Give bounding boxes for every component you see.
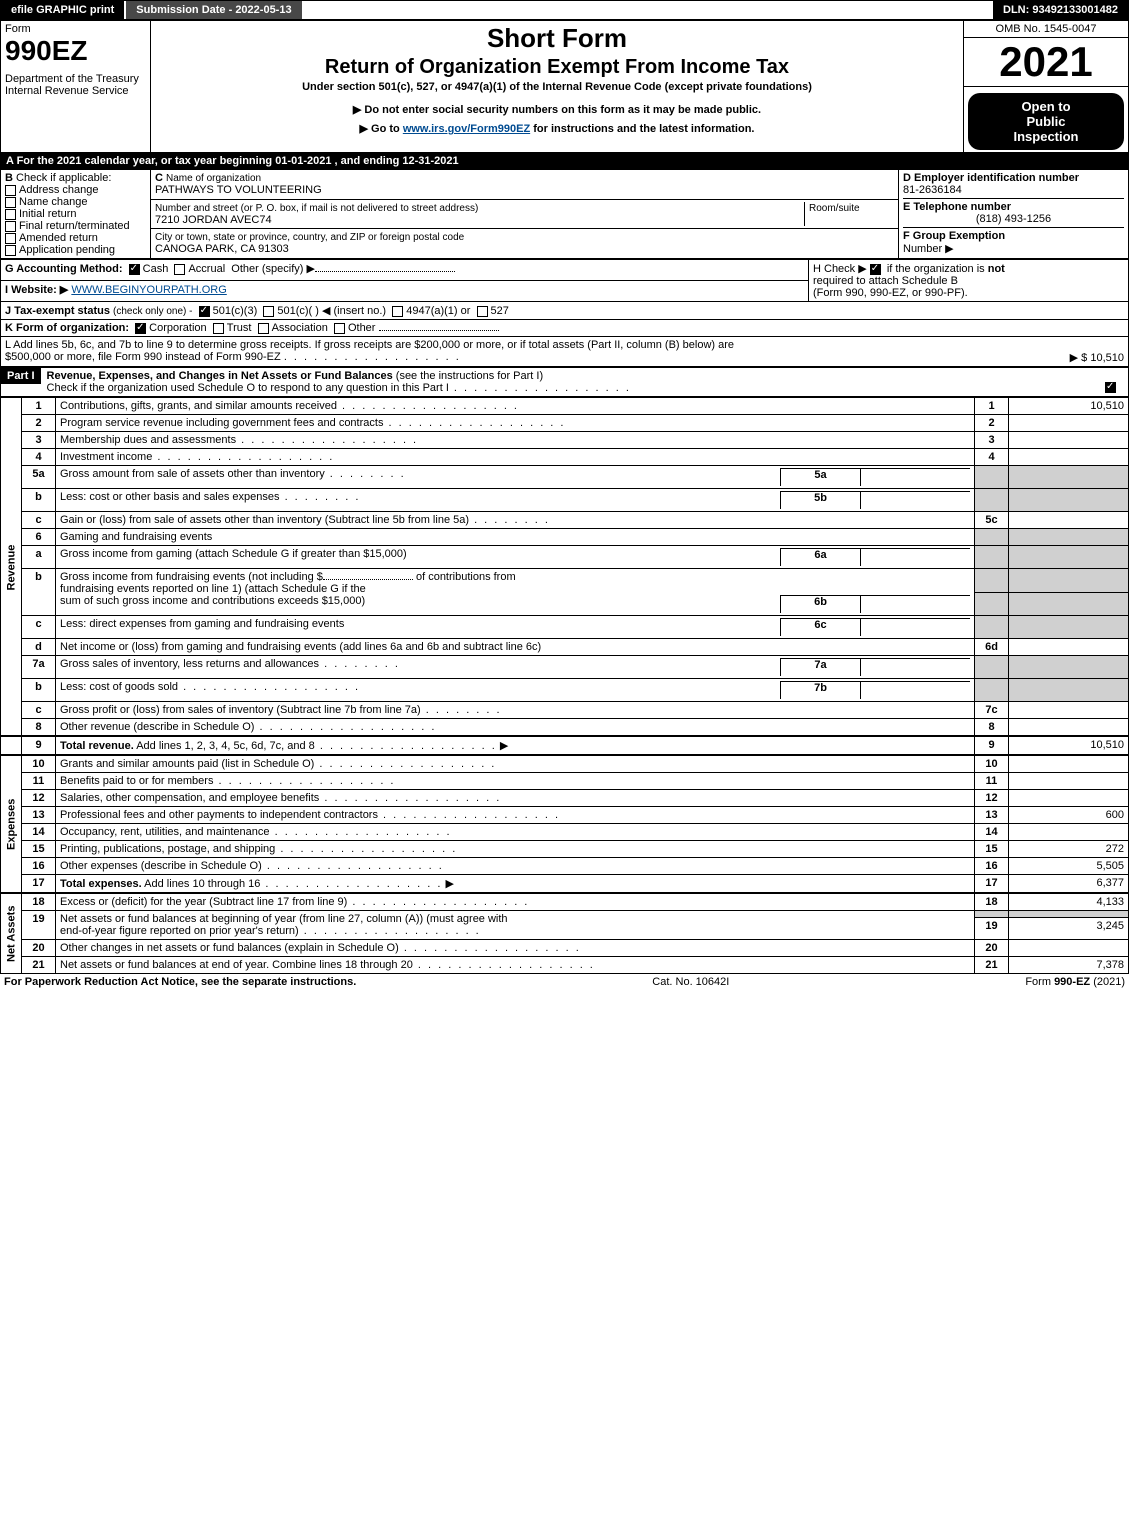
submission-date: Submission Date - 2022-05-13 <box>124 1 301 19</box>
phone-label: E Telephone number <box>903 201 1011 213</box>
revenue-section-label: Revenue <box>1 398 22 737</box>
open-to-public-box: Open to Public Inspection <box>968 93 1124 150</box>
line-k: K Form of organization: Corporation Trus… <box>1 320 1129 337</box>
entity-info-table: B Check if applicable: Address change Na… <box>0 169 1129 259</box>
checkbox-amended-return[interactable] <box>5 233 16 244</box>
section-c-street: Number and street (or P. O. box, if mail… <box>151 199 899 229</box>
return-title: Return of Organization Exempt From Incom… <box>155 56 959 79</box>
footer: For Paperwork Reduction Act Notice, see … <box>0 974 1129 990</box>
checkbox-corporation[interactable] <box>135 323 146 334</box>
efile-label: efile GRAPHIC print <box>1 1 124 19</box>
irs-link[interactable]: www.irs.gov/Form990EZ <box>403 123 530 135</box>
city-state-zip: CANOGA PARK, CA 91303 <box>155 243 289 255</box>
section-d-e-f: D Employer identification number 81-2636… <box>899 170 1129 259</box>
title-column: Short Form Return of Organization Exempt… <box>151 21 964 153</box>
revenue-table: Revenue 1 Contributions, gifts, grants, … <box>0 397 1129 755</box>
line-g: G Accounting Method: Cash Accrual Other … <box>1 260 809 281</box>
section-c-city: City or town, state or province, country… <box>151 229 899 259</box>
line-13-amount: 600 <box>1009 807 1129 824</box>
top-bar: efile GRAPHIC print Submission Date - 20… <box>0 0 1129 20</box>
form-header-table: Form 990EZ Department of the Treasury In… <box>0 20 1129 153</box>
netassets-section-label: Net Assets <box>1 894 22 974</box>
form-number: 990EZ <box>5 35 146 67</box>
goto-line: ▶ Go to www.irs.gov/Form990EZ for instru… <box>155 122 959 135</box>
line-j: J Tax-exempt status (check only one) - 5… <box>1 302 1129 320</box>
checkbox-address-change[interactable] <box>5 185 16 196</box>
checkbox-501c3[interactable] <box>199 306 210 317</box>
checkbox-final-return[interactable] <box>5 221 16 232</box>
dln-label: DLN: 93492133001482 <box>993 1 1128 19</box>
checkbox-schedule-b[interactable] <box>870 264 881 275</box>
line-1-amount: 10,510 <box>1009 398 1129 415</box>
line-i: I Website: ▶ WWW.BEGINYOURPATH.ORG <box>1 281 809 302</box>
street-address: 7210 JORDAN AVEC74 <box>155 214 272 226</box>
line-9-total-revenue: 10,510 <box>1009 736 1129 755</box>
website-link[interactable]: WWW.BEGINYOURPATH.ORG <box>71 284 226 296</box>
line-h: H Check ▶ if the organization is not req… <box>809 260 1129 302</box>
checkbox-initial-return[interactable] <box>5 209 16 220</box>
expenses-table: Expenses 10 Grants and similar amounts p… <box>0 755 1129 893</box>
line-16-amount: 5,505 <box>1009 858 1129 875</box>
ein-label: D Employer identification number <box>903 172 1079 184</box>
short-form-title: Short Form <box>155 23 959 54</box>
line-15-amount: 272 <box>1009 841 1129 858</box>
line-19-amount: 3,245 <box>1009 917 1129 939</box>
line-17-total-expenses: 6,377 <box>1009 875 1129 893</box>
checkbox-schedule-o-part1[interactable] <box>1105 382 1116 393</box>
checkbox-cash[interactable] <box>129 264 140 275</box>
subtitle: Under section 501(c), 527, or 4947(a)(1)… <box>155 81 959 93</box>
checkbox-association[interactable] <box>258 323 269 334</box>
checkbox-name-change[interactable] <box>5 197 16 208</box>
lines-g-through-l: G Accounting Method: Cash Accrual Other … <box>0 259 1129 367</box>
section-c-name: C Name of organization PATHWAYS TO VOLUN… <box>151 170 899 200</box>
tax-year: 2021 <box>964 38 1128 86</box>
group-exemption-label: F Group Exemption <box>903 230 1005 242</box>
form-word: Form <box>5 23 146 35</box>
part-1-header: Part I Revenue, Expenses, and Changes in… <box>0 367 1129 397</box>
warning-ssn: ▶ Do not enter social security numbers o… <box>155 103 959 116</box>
line-21-amount: 7,378 <box>1009 957 1129 974</box>
checkbox-other[interactable] <box>334 323 345 334</box>
checkbox-4947[interactable] <box>392 306 403 317</box>
line-18-amount: 4,133 <box>1009 894 1129 911</box>
checkbox-application-pending[interactable] <box>5 245 16 256</box>
line-l: L Add lines 5b, 6c, and 7b to line 9 to … <box>1 337 1129 367</box>
ein-value: 81-2636184 <box>903 184 962 196</box>
line-a: A For the 2021 calendar year, or tax yea… <box>0 153 1129 169</box>
part-1-title: Revenue, Expenses, and Changes in Net As… <box>47 370 393 382</box>
year-column: OMB No. 1545-0047 2021 <box>964 21 1129 87</box>
phone-value: (818) 493-1256 <box>903 213 1124 225</box>
section-b: B Check if applicable: Address change Na… <box>1 170 151 259</box>
open-inspection-cell: Open to Public Inspection <box>964 87 1129 153</box>
checkbox-accrual[interactable] <box>174 264 185 275</box>
part-1-label: Part I <box>1 368 41 384</box>
gross-receipts-amount: ▶ $ 10,510 <box>1070 351 1124 364</box>
form-ref: Form 990-EZ (2021) <box>1025 976 1125 988</box>
checkbox-trust[interactable] <box>213 323 224 334</box>
irs-label: Internal Revenue Service <box>5 85 146 97</box>
expenses-section-label: Expenses <box>1 756 22 893</box>
net-assets-table: Net Assets 18 Excess or (deficit) for th… <box>0 893 1129 974</box>
paperwork-notice: For Paperwork Reduction Act Notice, see … <box>4 976 356 988</box>
omb-number: OMB No. 1545-0047 <box>964 21 1128 38</box>
dept-treasury: Department of the Treasury <box>5 73 146 85</box>
checkbox-527[interactable] <box>477 306 488 317</box>
form-column: Form 990EZ Department of the Treasury In… <box>1 21 151 153</box>
org-name: PATHWAYS TO VOLUNTEERING <box>155 184 322 196</box>
checkbox-501c[interactable] <box>263 306 274 317</box>
room-suite-label: Room/suite <box>809 203 860 214</box>
catalog-number: Cat. No. 10642I <box>652 976 729 988</box>
